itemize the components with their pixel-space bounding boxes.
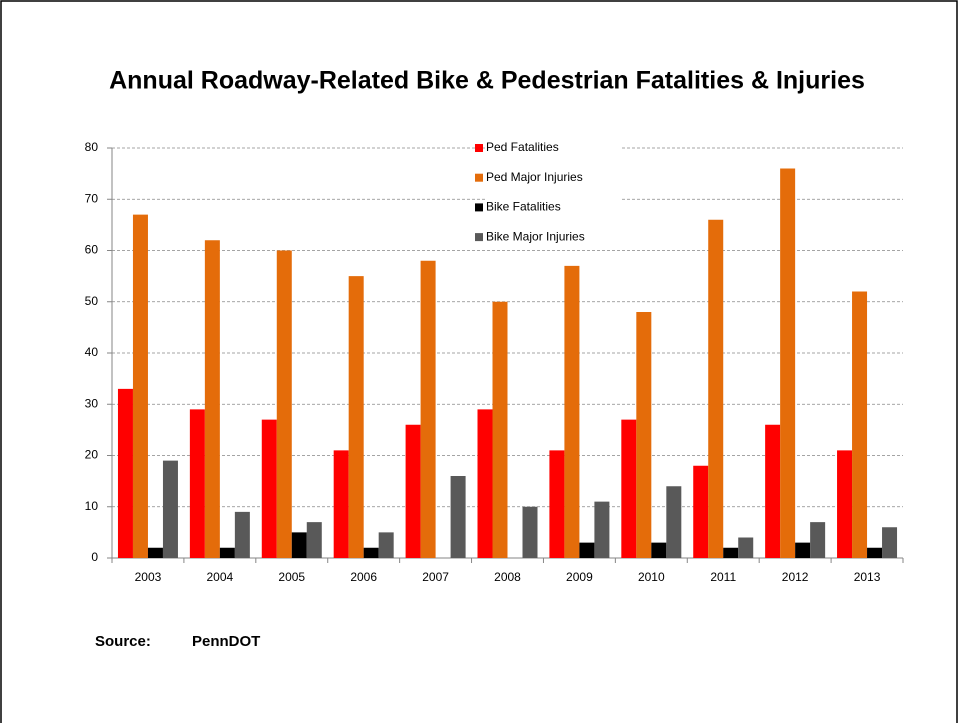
x-tick-label: 2003 bbox=[135, 570, 162, 584]
bar bbox=[492, 301, 508, 558]
legend-label: Ped Major Injuries bbox=[486, 170, 583, 184]
y-tick-label: 40 bbox=[85, 345, 99, 359]
bar bbox=[636, 312, 652, 558]
legend-swatch bbox=[475, 173, 483, 182]
x-tick-label: 2013 bbox=[854, 570, 881, 584]
bar bbox=[219, 547, 235, 558]
bar bbox=[189, 409, 205, 558]
x-tick-label: 2012 bbox=[782, 570, 809, 584]
bar bbox=[291, 532, 307, 558]
legend-label: Ped Fatalities bbox=[486, 140, 559, 154]
legend-label: Bike Major Injuries bbox=[486, 229, 585, 243]
x-tick-label: 2010 bbox=[638, 570, 665, 584]
x-tick-label: 2007 bbox=[422, 570, 449, 584]
bar bbox=[666, 486, 682, 558]
bar bbox=[708, 219, 724, 558]
bar bbox=[333, 450, 349, 558]
bar bbox=[651, 542, 667, 558]
bar bbox=[765, 424, 781, 558]
bar bbox=[405, 424, 421, 558]
legend-bg bbox=[485, 139, 620, 157]
bar bbox=[579, 542, 595, 558]
bar bbox=[867, 547, 883, 558]
bar bbox=[723, 547, 739, 558]
bar bbox=[522, 506, 538, 558]
bar bbox=[420, 260, 436, 558]
bar bbox=[261, 419, 277, 558]
y-tick-label: 80 bbox=[85, 140, 99, 154]
bar bbox=[621, 419, 637, 558]
legend-bg bbox=[485, 198, 620, 217]
bar bbox=[564, 265, 580, 558]
legend-bg bbox=[485, 228, 620, 247]
x-tick-label: 2006 bbox=[350, 570, 377, 584]
bar bbox=[837, 450, 853, 558]
bar bbox=[306, 522, 322, 558]
y-tick-label: 20 bbox=[85, 448, 99, 462]
source: PennDOT bbox=[192, 633, 260, 650]
bar bbox=[738, 537, 754, 558]
chart-title: Annual Roadway-Related Bike & Pedestrian… bbox=[109, 67, 865, 95]
legend-swatch bbox=[475, 144, 483, 152]
bar bbox=[549, 450, 565, 558]
y-tick-label: 0 bbox=[91, 550, 98, 564]
bar bbox=[780, 168, 796, 558]
x-tick-label: 2008 bbox=[494, 570, 521, 584]
bar bbox=[477, 409, 493, 558]
legend-label: Bike Fatalities bbox=[486, 200, 561, 214]
bar bbox=[117, 388, 133, 558]
bar bbox=[810, 522, 826, 558]
x-tick-label: 2011 bbox=[710, 570, 736, 584]
bar bbox=[363, 547, 379, 558]
x-tick-label: 2005 bbox=[278, 570, 305, 584]
x-tick-label: 2009 bbox=[566, 570, 593, 584]
legend-swatch bbox=[475, 203, 483, 212]
bar bbox=[204, 240, 220, 558]
legend-swatch bbox=[475, 233, 483, 242]
y-tick-label: 30 bbox=[85, 396, 99, 410]
source-label: Source: bbox=[95, 633, 151, 650]
bar bbox=[795, 542, 811, 558]
bar bbox=[882, 527, 898, 558]
y-tick-label: 60 bbox=[85, 243, 99, 257]
x-tick-label: 2004 bbox=[207, 570, 234, 584]
bar bbox=[693, 465, 709, 558]
legend-bg bbox=[485, 168, 620, 187]
bar bbox=[852, 291, 868, 558]
bar bbox=[378, 532, 394, 558]
y-tick-label: 10 bbox=[85, 499, 99, 513]
bar bbox=[234, 511, 250, 558]
bar bbox=[348, 276, 364, 558]
y-tick-label: 70 bbox=[85, 191, 99, 205]
bar bbox=[276, 250, 292, 558]
bar bbox=[162, 460, 178, 558]
bar bbox=[594, 501, 610, 558]
bar bbox=[450, 476, 466, 558]
bar bbox=[147, 547, 163, 558]
bar bbox=[132, 214, 148, 558]
y-tick-label: 50 bbox=[85, 294, 99, 308]
